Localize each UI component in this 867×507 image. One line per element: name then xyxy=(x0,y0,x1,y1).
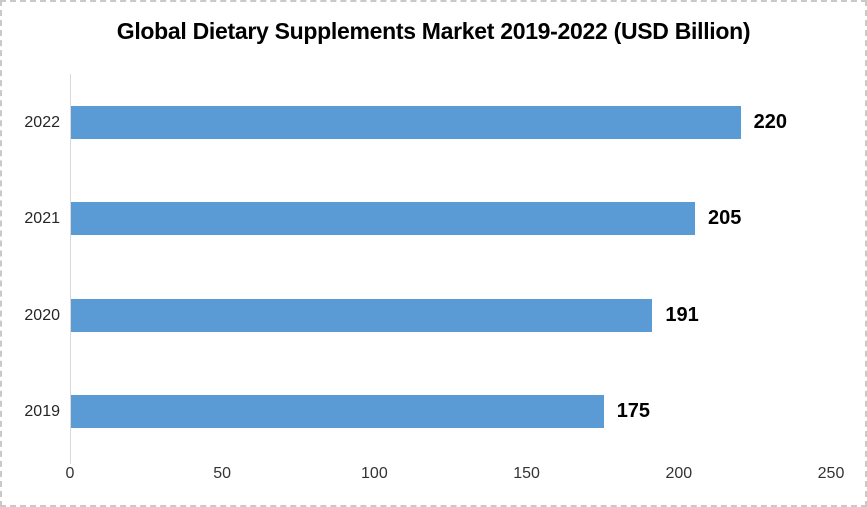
value-label: 205 xyxy=(708,207,742,230)
y-axis-line xyxy=(70,74,71,464)
bar xyxy=(71,202,696,236)
plot-area: 2022 220 2021 205 2020 191 2019 175 xyxy=(24,74,832,461)
x-tick-label: 250 xyxy=(817,465,845,482)
x-tick-label: 100 xyxy=(361,465,388,482)
value-label: 175 xyxy=(616,400,651,423)
chart-title: Global Dietary Supplements Market 2019-2… xyxy=(116,18,751,44)
bar xyxy=(71,105,741,139)
category-label: 2020 xyxy=(24,306,60,324)
x-tick-label: 150 xyxy=(513,465,540,482)
bar-row: 2020 191 xyxy=(24,267,832,364)
x-tick-label: 200 xyxy=(665,465,693,482)
x-tick-label: 0 xyxy=(65,465,75,482)
bar xyxy=(71,298,653,332)
value-label: 220 xyxy=(753,110,788,133)
bar-row: 2022 220 xyxy=(24,74,832,171)
bar-row: 2021 205 xyxy=(24,171,832,268)
bar xyxy=(71,395,604,429)
value-label: 191 xyxy=(665,303,699,326)
bar-row: 2019 175 xyxy=(24,364,832,461)
category-label: 2019 xyxy=(24,403,60,421)
category-label: 2021 xyxy=(24,210,60,228)
x-tick-label: 50 xyxy=(213,465,232,482)
category-label: 2022 xyxy=(24,113,60,131)
